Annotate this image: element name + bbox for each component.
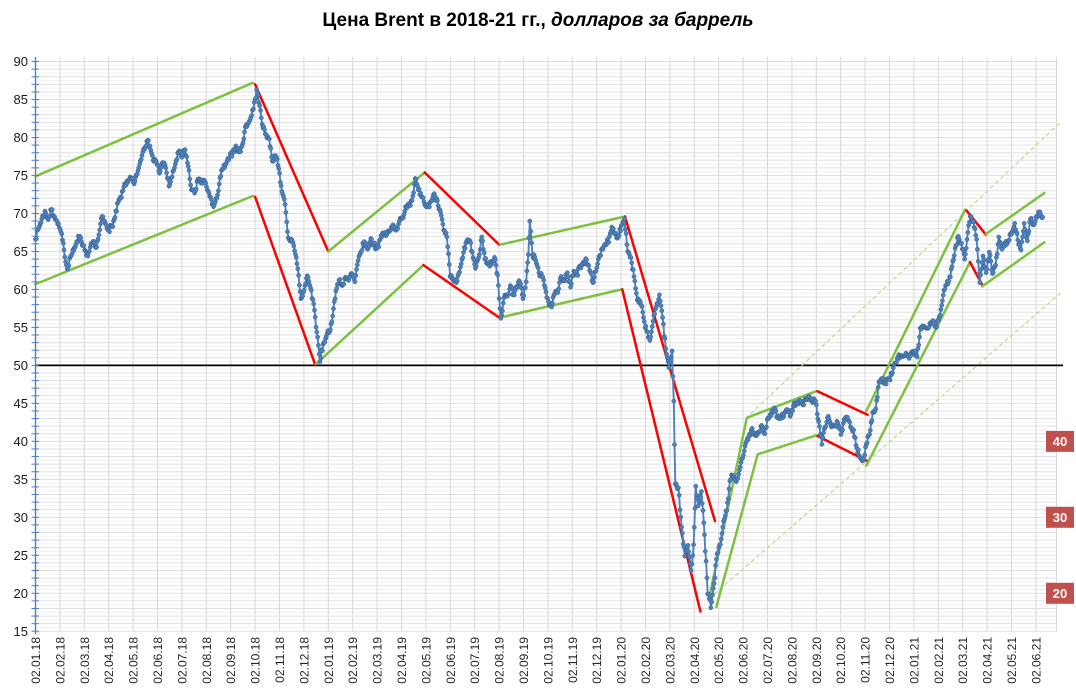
- x-tick-label: 02.10.18: [249, 637, 263, 684]
- x-tick-label: 02.06.18: [151, 637, 165, 684]
- svg-text:30: 30: [1053, 510, 1067, 525]
- x-tick-label: 02.01.19: [322, 637, 336, 684]
- channel-upper-green: [984, 191, 1046, 236]
- x-tick-label: 02.09.18: [224, 637, 238, 684]
- y-tick-label: 80: [14, 130, 28, 145]
- channel-lower-green: [715, 434, 818, 609]
- channel-lower-green: [980, 241, 1046, 288]
- x-tick-label: 02.03.21: [956, 637, 970, 684]
- channel-upper-red: [423, 171, 501, 246]
- x-tick-label: 02.09.19: [517, 637, 531, 684]
- channel-lower-green: [314, 263, 425, 366]
- x-tick-label: 02.06.21: [1029, 637, 1043, 684]
- y-tick-label: 40: [14, 434, 28, 449]
- y-tick-label: 55: [14, 320, 28, 335]
- x-tick-label: 02.07.19: [468, 637, 482, 684]
- x-tick-label: 02.06.20: [737, 637, 751, 684]
- level-badge-30: 30: [1046, 506, 1074, 528]
- x-tick-label: 02.01.20: [615, 637, 629, 684]
- x-tick-label: 02.04.19: [395, 637, 409, 684]
- level-badge-20: 20: [1046, 582, 1074, 604]
- chart-title-units: долларов за баррель: [545, 10, 754, 31]
- x-tick-label: 02.11.18: [273, 637, 287, 683]
- y-tick-label: 45: [14, 396, 28, 411]
- channel-lower-green: [499, 288, 624, 319]
- x-tick-label: 02.07.18: [175, 637, 189, 684]
- chart-title-main: Цена Brent в 2018-21 гг.,: [322, 10, 546, 31]
- x-tick-label: 02.05.18: [127, 637, 141, 684]
- x-tick-label: 02.04.21: [981, 637, 995, 684]
- x-tick-label: 02.04.18: [102, 637, 116, 684]
- y-tick-label: 75: [14, 168, 28, 183]
- x-tick-label: 02.11.20: [859, 637, 873, 683]
- channel-upper-green: [327, 171, 426, 253]
- svg-text:40: 40: [1053, 434, 1067, 449]
- gridlines: [35, 57, 1057, 632]
- y-tick-label: 15: [14, 624, 28, 639]
- svg-text:20: 20: [1053, 586, 1067, 601]
- x-tick-label: 02.02.19: [346, 637, 360, 684]
- y-tick-label: 20: [14, 586, 28, 601]
- y-axis-labels: 15 20 25 30 35 40 45 50 55 60 65 70 75 80 85 90: [14, 54, 28, 639]
- y-axis: [31, 57, 39, 635]
- x-tick-label: 02.07.20: [761, 637, 775, 684]
- channel-lower-red: [422, 263, 501, 319]
- x-tick-label: 02.12.20: [883, 637, 897, 684]
- x-tick-label: 02.02.21: [932, 637, 946, 684]
- y-tick-label: 70: [14, 206, 28, 221]
- trend-dashed-long-term-upper: [745, 121, 1061, 420]
- x-tick-label: 02.03.19: [371, 637, 385, 684]
- level-badge-40: 40: [1046, 430, 1074, 452]
- y-tick-label: 60: [14, 282, 28, 297]
- y-tick-label: 90: [14, 54, 28, 69]
- y-tick-label: 50: [14, 358, 28, 373]
- channel-lower-green: [34, 194, 254, 286]
- x-tick-label: 02.10.19: [541, 637, 555, 684]
- x-tick-label: 02.12.18: [297, 637, 311, 684]
- x-tick-label: 02.02.20: [639, 637, 653, 684]
- channel-lower-green: [865, 260, 972, 467]
- x-tick-label: 02.02.18: [53, 637, 67, 684]
- trend-dashed-long-term-lower: [708, 292, 1061, 600]
- y-tick-label: 25: [14, 548, 28, 563]
- channel-lower-red: [253, 195, 317, 366]
- x-tick-label: 02.08.20: [785, 637, 799, 684]
- x-tick-label: 02.05.19: [419, 637, 433, 684]
- y-tick-label: 85: [14, 92, 28, 107]
- channel-upper-red: [816, 389, 869, 417]
- x-tick-label: 02.03.20: [663, 637, 677, 684]
- x-tick-label: 02.11.19: [566, 637, 580, 683]
- x-tick-label: 02.08.19: [493, 637, 507, 684]
- x-tick-label: 02.06.19: [444, 637, 458, 684]
- channel-upper-red: [253, 83, 330, 253]
- x-axis-labels: 02.01.18 02.02.18 02.03.18 02.04.18 02.05.18…: [29, 637, 1043, 684]
- y-tick-label: 65: [14, 244, 28, 259]
- long-term-trend-lines: [708, 121, 1061, 600]
- x-tick-label: 02.12.19: [590, 637, 604, 684]
- y-tick-label: 35: [14, 472, 28, 487]
- y-tick-label: 30: [14, 510, 28, 525]
- x-tick-label: 02.10.20: [834, 637, 848, 684]
- x-tick-label: 02.05.21: [1005, 637, 1019, 684]
- chart-title: Цена Brent в 2018-21 гг., долларов за ба…: [0, 10, 1076, 32]
- channel-upper-green: [499, 215, 627, 246]
- x-tick-label: 02.08.18: [200, 637, 214, 684]
- x-tick-label: 02.03.18: [78, 637, 92, 684]
- price-markers: [33, 87, 1046, 611]
- x-tick-label: 02.09.20: [810, 637, 824, 684]
- x-tick-label: 02.01.18: [29, 637, 43, 684]
- channel-upper-green: [34, 81, 254, 178]
- x-tick-label: 02.04.20: [688, 637, 702, 684]
- x-tick-label: 02.05.20: [712, 637, 726, 684]
- x-tick-label: 02.01.21: [907, 637, 921, 684]
